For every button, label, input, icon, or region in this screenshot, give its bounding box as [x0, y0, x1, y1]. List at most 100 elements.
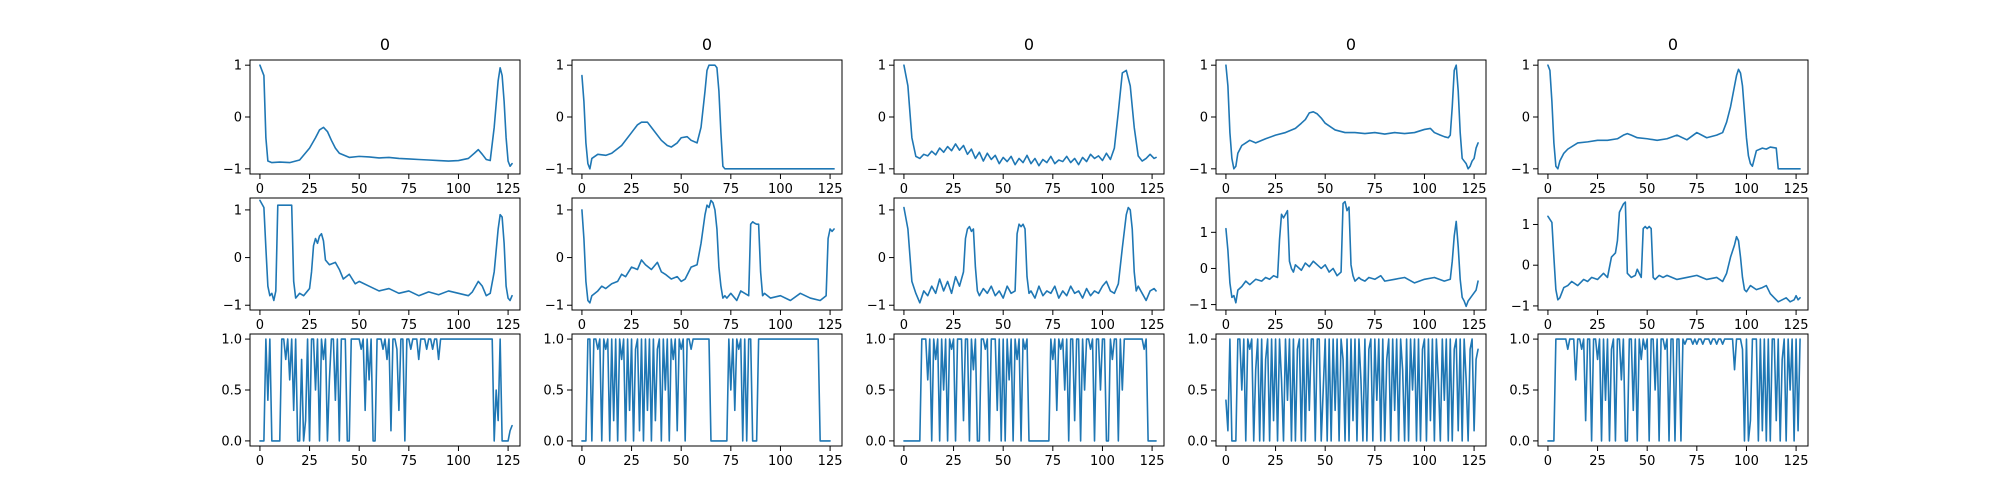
- x-tick-label: 0: [256, 454, 264, 469]
- x-tick-label: 50: [995, 182, 1012, 197]
- y-tick-label: 1: [1522, 218, 1530, 233]
- x-tick-label: 100: [1734, 454, 1759, 469]
- x-tick-label: 125: [818, 454, 843, 469]
- x-tick-label: 100: [1734, 182, 1759, 197]
- y-tick-label: 1: [556, 59, 564, 74]
- x-tick-label: 0: [1544, 454, 1552, 469]
- y-tick-label: 0: [878, 251, 886, 266]
- subplot-r1-c1: 0 25 50 75 100 125 −1 0 1: [545, 197, 843, 333]
- x-tick-label: 125: [818, 182, 843, 197]
- y-tick-label: 1: [878, 59, 886, 74]
- y-tick-label: 0.0: [1187, 434, 1208, 449]
- x-tick-label: 75: [401, 454, 418, 469]
- y-tick-label: 0.0: [865, 434, 886, 449]
- y-tick-label: 0: [1522, 111, 1530, 126]
- x-tick-label: 125: [496, 182, 521, 197]
- y-tick-label: 1.0: [1509, 333, 1530, 348]
- y-tick-label: 1: [234, 203, 242, 218]
- x-tick-label: 25: [1589, 454, 1606, 469]
- subplot-r2-c4: 0 25 50 75 100 125 0.0 0.5 1.0: [1509, 333, 1808, 469]
- x-tick-label: 100: [1090, 182, 1115, 197]
- x-tick-label: 100: [1090, 318, 1115, 333]
- y-tick-label: −1: [867, 162, 886, 177]
- x-tick-label: 0: [900, 318, 908, 333]
- x-tick-label: 125: [818, 318, 843, 333]
- x-tick-label: 75: [723, 318, 740, 333]
- x-tick-label: 25: [1589, 318, 1606, 333]
- axes-frame: [1537, 59, 1809, 175]
- axes-frame: [571, 197, 843, 311]
- y-tick-label: −1: [545, 299, 564, 314]
- series-line: [1225, 200, 1479, 308]
- series-line: [1547, 64, 1801, 170]
- x-tick-label: 50: [995, 318, 1012, 333]
- subplot-r2-c3: 0 25 50 75 100 125 0.0 0.5 1.0: [1187, 333, 1486, 469]
- subplot-r0-c1: 0 0 25 50 75 100 125 −1 0 1: [545, 35, 843, 197]
- x-tick-label: 0: [578, 318, 586, 333]
- x-tick-label: 0: [1544, 182, 1552, 197]
- subplot-r0-c0: 0 0 25 50 75 100 125 −1 0 1: [223, 35, 521, 197]
- y-tick-label: 1.0: [865, 333, 886, 348]
- x-tick-label: 25: [1589, 182, 1606, 197]
- x-tick-label: 100: [446, 182, 471, 197]
- y-tick-label: 0: [556, 251, 564, 266]
- y-tick-label: 0.0: [543, 434, 564, 449]
- x-tick-label: 75: [723, 182, 740, 197]
- x-tick-label: 75: [401, 182, 418, 197]
- subplot-r1-c0: 0 25 50 75 100 125 −1 0 1: [223, 197, 521, 333]
- x-tick-label: 100: [768, 318, 793, 333]
- x-tick-label: 100: [768, 454, 793, 469]
- x-tick-label: 75: [1367, 318, 1384, 333]
- x-tick-label: 25: [623, 318, 640, 333]
- y-tick-label: −1: [1189, 162, 1208, 177]
- x-tick-label: 50: [1317, 318, 1334, 333]
- x-tick-label: 50: [673, 454, 690, 469]
- x-tick-label: 0: [256, 182, 264, 197]
- y-tick-label: 0.5: [543, 384, 564, 399]
- x-tick-label: 50: [995, 454, 1012, 469]
- subplot-r2-c2: 0 25 50 75 100 125 0.0 0.5 1.0: [865, 333, 1164, 469]
- x-tick-label: 125: [1784, 318, 1809, 333]
- y-tick-label: −1: [223, 162, 242, 177]
- series-line: [903, 64, 1157, 167]
- series-line: [903, 338, 1157, 442]
- y-tick-label: 1: [234, 59, 242, 74]
- x-tick-label: 125: [1140, 182, 1165, 197]
- series-line: [259, 199, 513, 302]
- series-line: [1225, 64, 1479, 170]
- x-tick-label: 0: [1544, 318, 1552, 333]
- x-tick-label: 100: [1412, 454, 1437, 469]
- y-tick-label: 1: [878, 203, 886, 218]
- x-tick-label: 0: [1222, 182, 1230, 197]
- series-line: [1547, 338, 1801, 442]
- y-tick-label: −1: [1189, 298, 1208, 313]
- subplot-r2-c0: 0 25 50 75 100 125 0.0 0.5 1.0: [221, 333, 520, 469]
- series-line: [259, 64, 513, 168]
- x-tick-label: 100: [1412, 182, 1437, 197]
- subplot-r0-c3: 0 0 25 50 75 100 125 −1 0 1: [1189, 35, 1487, 197]
- x-tick-label: 75: [1367, 182, 1384, 197]
- y-tick-label: 0.5: [221, 384, 242, 399]
- x-tick-label: 125: [496, 318, 521, 333]
- subplot-r2-c1: 0 25 50 75 100 125 0.0 0.5 1.0: [543, 333, 842, 469]
- x-tick-label: 50: [673, 182, 690, 197]
- x-tick-label: 75: [1367, 454, 1384, 469]
- subplot-r0-c4: 0 0 25 50 75 100 125 −1 0 1: [1511, 35, 1809, 197]
- axes-frame: [1215, 59, 1487, 175]
- x-tick-label: 25: [301, 454, 318, 469]
- x-tick-label: 100: [768, 182, 793, 197]
- y-tick-label: 0.0: [221, 434, 242, 449]
- x-tick-label: 25: [1267, 182, 1284, 197]
- y-tick-label: 0: [1200, 111, 1208, 126]
- x-tick-label: 75: [1045, 182, 1062, 197]
- series-line: [903, 206, 1157, 304]
- x-tick-label: 0: [900, 182, 908, 197]
- y-tick-label: 1.0: [543, 333, 564, 348]
- x-tick-label: 25: [1267, 318, 1284, 333]
- subplot-r1-c3: 0 25 50 75 100 125 −1 0 1: [1189, 197, 1487, 333]
- x-tick-label: 75: [401, 318, 418, 333]
- axes-frame: [1215, 197, 1487, 311]
- subplot-title: 0: [380, 35, 390, 54]
- x-tick-label: 25: [623, 454, 640, 469]
